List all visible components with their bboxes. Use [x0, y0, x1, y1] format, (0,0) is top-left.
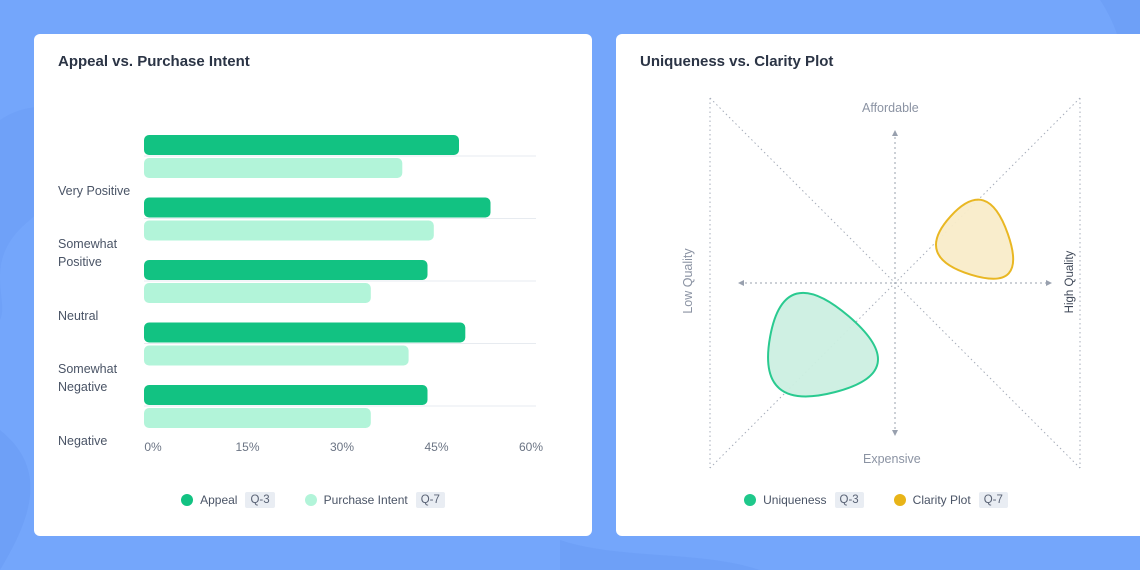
axis-label-high-quality: High Quality	[1064, 250, 1076, 314]
axis-label-low-quality: Low Quality	[681, 248, 695, 314]
x-tick-label: 45%	[424, 440, 449, 454]
uniqueness-card: Uniqueness vs. Clarity Plot Affordable E…	[616, 34, 1140, 536]
category-label: Somewhat Negative	[58, 360, 148, 396]
bar-purchase-intent[interactable]	[144, 158, 403, 178]
x-tick-label: 60%	[518, 440, 544, 454]
arrow-right	[1046, 280, 1052, 286]
legend-item-clarity-plot[interactable]: Clarity Plot Q-7	[893, 492, 1008, 508]
legend-badge-purchase-intent: Q-7	[415, 492, 445, 508]
region-uniqueness[interactable]	[767, 291, 879, 398]
arrow-left	[738, 280, 744, 286]
category-label-line: Somewhat	[58, 237, 118, 251]
appeal-bar-chart	[144, 135, 536, 428]
axis-label-affordable: Affordable	[862, 101, 919, 115]
axis-label-expensive: Expensive	[863, 452, 921, 466]
legend-label-purchase-intent: Purchase Intent	[323, 493, 408, 507]
x-tick-label: 0%	[144, 440, 162, 454]
arrow-down	[892, 430, 898, 436]
x-tick-label: 15%	[235, 440, 260, 454]
bar-appeal[interactable]	[144, 385, 428, 405]
x-tick-label: 30%	[329, 440, 355, 454]
quadrant-legend: Uniqueness Q-3 Clarity Plot Q-7	[616, 492, 1140, 508]
bar-purchase-intent[interactable]	[144, 408, 371, 428]
bar-appeal[interactable]	[144, 260, 428, 280]
category-label-line: Very Positive	[58, 183, 131, 198]
legend-badge-appeal: Q-3	[245, 492, 275, 508]
category-label-line: Negative	[58, 380, 108, 394]
category-label-line: Positive	[58, 255, 102, 269]
legend-badge-clarity-plot: Q-7	[978, 492, 1008, 508]
legend-badge-uniqueness: Q-3	[834, 492, 864, 508]
legend-item-appeal[interactable]: Appeal Q-3	[181, 492, 275, 508]
bar-purchase-intent[interactable]	[144, 345, 409, 366]
appeal-legend: Appeal Q-3 Purchase Intent Q-7	[34, 492, 592, 508]
appeal-card: Appeal vs. Purchase Intent Appeal Q-3 Pu…	[34, 34, 592, 536]
quadrant-chart-title: Uniqueness vs. Clarity Plot	[640, 53, 834, 70]
legend-item-uniqueness[interactable]: Uniqueness Q-3	[744, 492, 864, 508]
category-label: Somewhat Positive	[58, 235, 148, 271]
category-label-line: Negative	[58, 433, 108, 448]
legend-dot-clarity-plot	[893, 494, 906, 506]
bar-appeal[interactable]	[144, 322, 466, 343]
appeal-chart-title: Appeal vs. Purchase Intent	[58, 53, 250, 70]
legend-label-uniqueness: Uniqueness	[763, 493, 827, 507]
bar-appeal[interactable]	[144, 197, 491, 218]
legend-dot-appeal	[181, 494, 194, 506]
category-label: Very Positive	[58, 182, 148, 200]
legend-dot-uniqueness	[744, 494, 757, 506]
legend-label-appeal: Appeal	[200, 493, 238, 507]
legend-label-clarity-plot: Clarity Plot	[912, 493, 971, 507]
category-label-line: Somewhat	[58, 362, 118, 376]
category-label: Neutral	[58, 307, 148, 325]
bar-appeal[interactable]	[144, 135, 459, 155]
category-label: Negative	[58, 432, 148, 450]
legend-item-purchase-intent[interactable]: Purchase Intent Q-7	[304, 492, 445, 508]
legend-dot-purchase-intent	[304, 494, 317, 506]
region-clarity-plot[interactable]	[935, 198, 1015, 280]
bar-purchase-intent[interactable]	[144, 283, 371, 303]
quadrant-plot	[709, 97, 1081, 469]
category-label-line: Neutral	[58, 308, 99, 323]
bar-purchase-intent[interactable]	[144, 220, 434, 241]
arrow-up	[892, 130, 898, 136]
